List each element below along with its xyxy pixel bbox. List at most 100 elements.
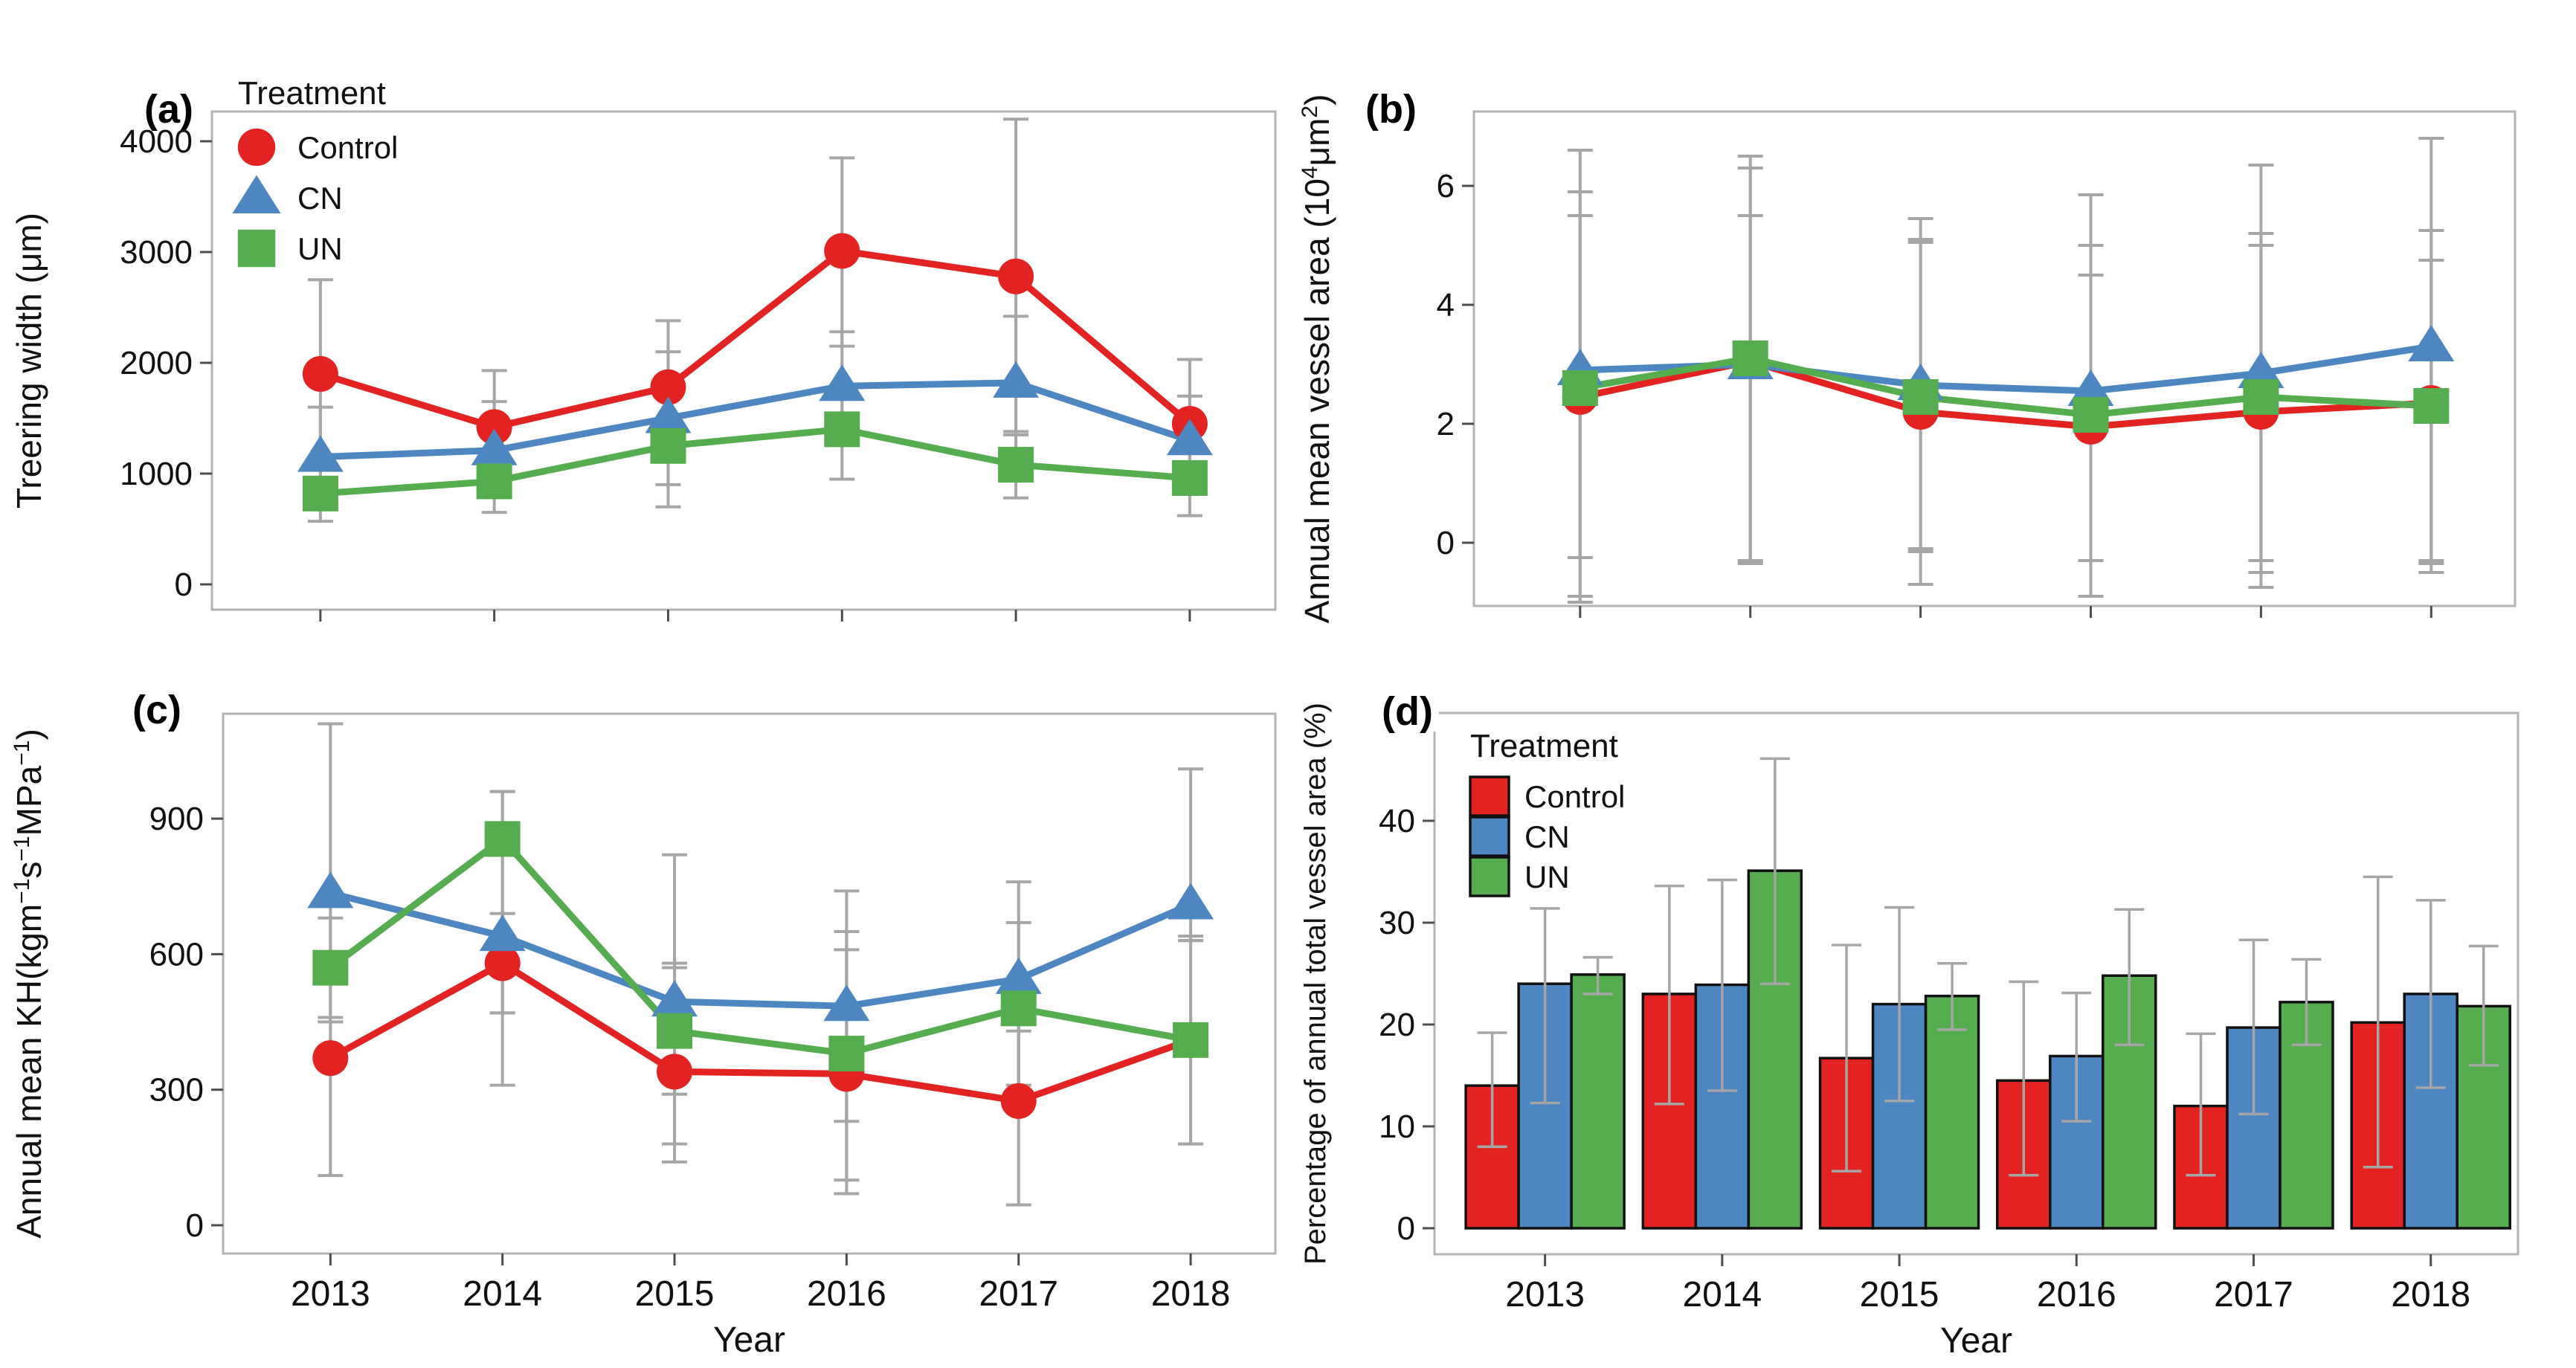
error-bar-cn xyxy=(2415,899,2446,1089)
marker-cn-2014 xyxy=(479,914,526,952)
y-tick-label: 2 xyxy=(1437,406,1455,442)
marker-un-2015 xyxy=(1902,379,1939,415)
marker-un-2017 xyxy=(1000,990,1037,1027)
marker-un-2018 xyxy=(1171,459,1208,496)
y-axis-label: Treering width (μm) xyxy=(10,213,48,509)
y-tick-label: 600 xyxy=(149,936,204,972)
legend-title: Treatment xyxy=(238,75,386,112)
marker-un-2016 xyxy=(2073,397,2109,433)
marker-un-2018 xyxy=(2413,388,2450,424)
marker-un-2015 xyxy=(650,428,686,464)
y-tick-label: 900 xyxy=(149,801,204,837)
line-series-un xyxy=(328,834,1191,1057)
x-tick-label: 2013 xyxy=(291,1274,370,1314)
marker-control-2014 xyxy=(484,945,521,981)
x-tick-label: 2018 xyxy=(2391,1275,2470,1314)
marker-un-2014 xyxy=(484,821,521,857)
error-bar-control xyxy=(1832,943,1862,1173)
x-tick-label: 2017 xyxy=(979,1274,1058,1314)
marker-control-2013 xyxy=(302,355,338,392)
marker-un-2015 xyxy=(657,1013,693,1049)
y-tick-label: 6 xyxy=(1437,168,1455,204)
marker-cn-2018 xyxy=(1166,419,1213,456)
y-tick-label: 2000 xyxy=(120,345,193,381)
error-bar-un xyxy=(2468,944,2499,1067)
error-bar-cn xyxy=(1707,878,1737,1092)
panel-c: (c) 0 300 600 900 2013 2014 2015 2016 2017 2018 An… xyxy=(0,684,1288,1368)
error-bar-un xyxy=(1937,962,1968,1031)
marker-cn-2014 xyxy=(471,428,518,465)
marker-control-2015 xyxy=(650,369,686,405)
error-bar-un xyxy=(2291,958,2322,1047)
bar-un-2016 xyxy=(2102,974,2157,1230)
panel-b-chart: 0 2 4 6 Annual mean vessel area (104μm2) xyxy=(1298,94,2517,624)
marker-cn-2016 xyxy=(819,364,866,401)
y-tick-label: 20 xyxy=(1379,1007,1415,1043)
y-tick-label: 4 xyxy=(1437,287,1455,323)
line-series-control xyxy=(319,247,1192,431)
line-series-control xyxy=(329,959,1192,1105)
marker-un-2018 xyxy=(1173,1022,1209,1058)
marker-un-2014 xyxy=(476,463,512,500)
x-tick-label: 2015 xyxy=(1860,1275,1939,1314)
legend-key-cn xyxy=(1469,816,1510,857)
panel-c-label: (c) xyxy=(126,690,187,730)
panel-border xyxy=(222,712,1277,1255)
marker-cn-2017 xyxy=(2238,352,2284,388)
panel-d-chart: 0 10 20 30 40 2013 2014 2015 2016 2017 2018 Percent… xyxy=(1299,703,2519,1361)
error-bar-un xyxy=(1759,757,1790,985)
marker-un-2013 xyxy=(312,949,349,986)
marker-cn-2018 xyxy=(1168,883,1214,920)
legend-label: CN xyxy=(297,181,343,216)
y-tick-label: 30 xyxy=(1379,905,1415,941)
marker-control-2016 xyxy=(824,233,860,269)
marker-cn-2017 xyxy=(995,957,1042,994)
marker-control-2017 xyxy=(998,258,1034,294)
marker-cn-2016 xyxy=(823,984,870,1022)
line-series-un xyxy=(1580,355,2432,419)
y-tick-label: 1000 xyxy=(120,456,193,492)
x-axis-label: Year xyxy=(713,1320,785,1360)
error-bar-un xyxy=(2114,908,2145,1047)
error-bar-un xyxy=(1582,955,1613,996)
y-tick-label: 300 xyxy=(149,1072,204,1109)
marker-un-2016 xyxy=(824,411,860,448)
line-series-cn xyxy=(320,379,1191,461)
y-tick-label: 0 xyxy=(186,1207,204,1244)
y-axis-label: Annual mean vessel area (104μm2) xyxy=(1298,94,1336,624)
error-bar-cn xyxy=(1530,907,1560,1105)
x-tick-label: 2015 xyxy=(635,1274,715,1314)
marker-un-2017 xyxy=(2243,379,2279,415)
x-tick-label: 2014 xyxy=(463,1274,542,1314)
legend: Treatment Control CN UN xyxy=(232,75,398,268)
y-tick-label: 0 xyxy=(1437,525,1455,561)
y-tick-label: 10 xyxy=(1379,1109,1415,1145)
x-tick-label: 2013 xyxy=(1505,1275,1585,1314)
marker-control-2013 xyxy=(312,1040,349,1077)
marker-cn-2017 xyxy=(993,361,1040,398)
error-bar-cn xyxy=(1884,906,1915,1103)
marker-control-2017 xyxy=(1000,1083,1037,1119)
legend-label: CN xyxy=(1524,819,1570,854)
x-tick-label: 2018 xyxy=(1151,1274,1231,1314)
x-tick-label: 2016 xyxy=(807,1274,886,1314)
marker-un-2013 xyxy=(1562,370,1598,406)
y-tick-label: 40 xyxy=(1379,803,1415,839)
bar-un-2015 xyxy=(1924,994,1980,1230)
y-axis-label: Annual mean KH(kgm−1s−1MPa−1) xyxy=(10,729,48,1239)
marker-un-2016 xyxy=(828,1036,865,1072)
panel-d: (d) 0 10 20 30 40 2013 2014 2015 2016 2017 2018 Per… xyxy=(1288,684,2576,1368)
legend-label: UN xyxy=(1524,859,1570,894)
legend-label: Control xyxy=(297,130,398,165)
bar-control-2013 xyxy=(1464,1084,1520,1230)
legend-label: Control xyxy=(1524,779,1625,814)
panel-border xyxy=(210,110,1277,611)
x-tick-label: 2017 xyxy=(2214,1275,2293,1314)
marker-un-2017 xyxy=(998,447,1034,483)
marker-control-2015 xyxy=(657,1054,693,1090)
marker-cn-2015 xyxy=(645,396,692,433)
error-bar-cn xyxy=(2238,938,2269,1116)
marker-cn-2013 xyxy=(307,871,354,909)
legend-key-control xyxy=(237,128,276,167)
